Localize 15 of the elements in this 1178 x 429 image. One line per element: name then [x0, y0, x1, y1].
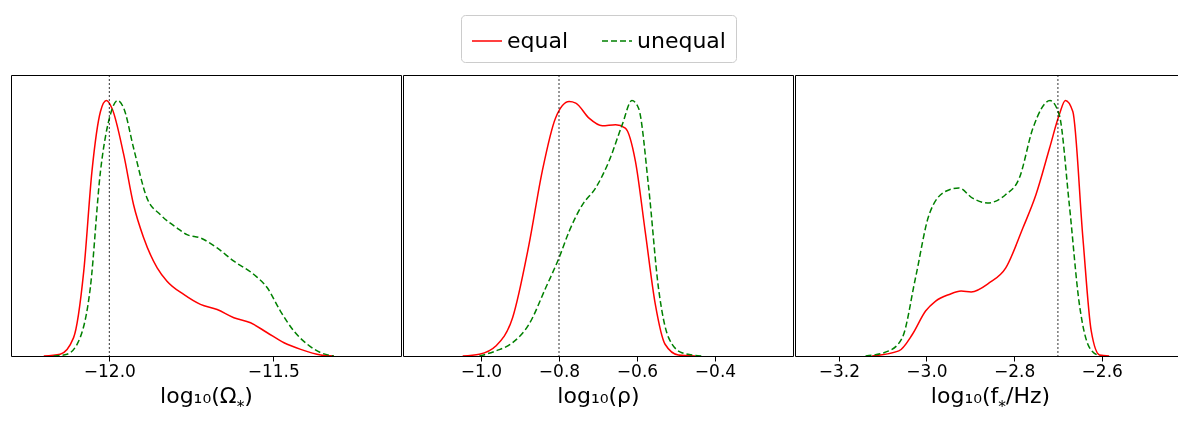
x-tick-label: −2.8: [993, 360, 1036, 381]
x-tick-label: −11.5: [247, 360, 300, 381]
x-tick-label: −0.6: [616, 360, 659, 381]
x-tick-label: −3.0: [906, 360, 948, 381]
x-tick-label: −1.0: [460, 360, 503, 381]
legend-label: equal: [507, 28, 569, 53]
legend-label: unequal: [637, 28, 726, 53]
x-tick-label: −12.0: [83, 360, 136, 381]
x-tick-label: −0.4: [694, 360, 737, 381]
x-axis-title: log₁₀(Ω$_{*}$): [160, 382, 253, 416]
x-tick-label: −2.6: [1081, 360, 1123, 381]
x-axis-title: log₁₀(ρ): [557, 382, 640, 408]
x-axis-title: log₁₀(f$_{*}$/Hz): [930, 382, 1051, 416]
x-tick-label: −3.2: [818, 360, 860, 381]
x-tick-label: −0.8: [538, 360, 581, 381]
